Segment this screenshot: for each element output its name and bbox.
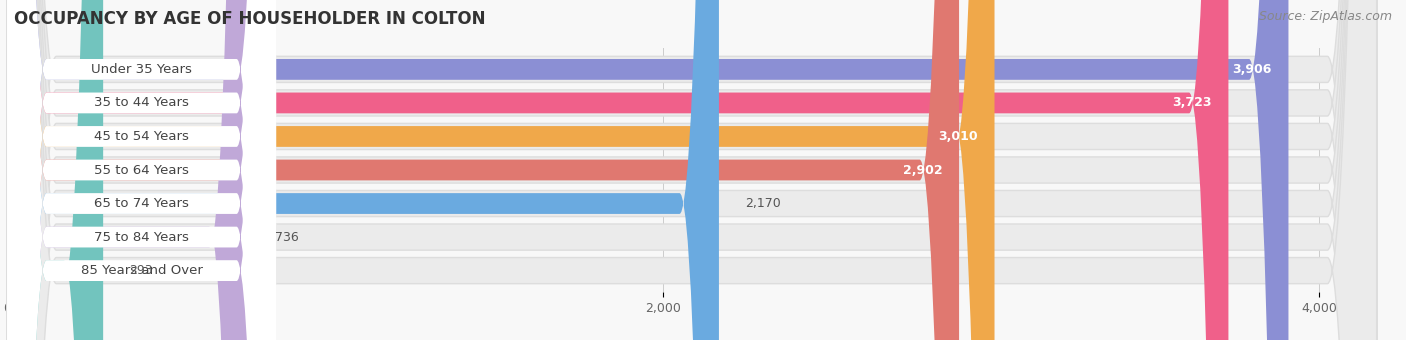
FancyBboxPatch shape (7, 0, 1376, 340)
Text: 65 to 74 Years: 65 to 74 Years (94, 197, 188, 210)
Text: 3,010: 3,010 (938, 130, 979, 143)
FancyBboxPatch shape (7, 0, 1376, 340)
FancyBboxPatch shape (7, 0, 1376, 340)
FancyBboxPatch shape (7, 0, 1376, 340)
Text: Under 35 Years: Under 35 Years (91, 63, 193, 76)
FancyBboxPatch shape (7, 0, 276, 340)
FancyBboxPatch shape (7, 0, 1288, 340)
Text: 3,723: 3,723 (1173, 97, 1212, 109)
FancyBboxPatch shape (7, 0, 276, 340)
FancyBboxPatch shape (7, 0, 1376, 340)
FancyBboxPatch shape (7, 0, 959, 340)
Text: 85 Years and Over: 85 Years and Over (80, 264, 202, 277)
Text: Source: ZipAtlas.com: Source: ZipAtlas.com (1258, 10, 1392, 23)
FancyBboxPatch shape (7, 0, 1229, 340)
Text: 35 to 44 Years: 35 to 44 Years (94, 97, 188, 109)
FancyBboxPatch shape (7, 0, 1376, 340)
Text: 45 to 54 Years: 45 to 54 Years (94, 130, 188, 143)
FancyBboxPatch shape (7, 0, 276, 340)
Text: 293: 293 (129, 264, 153, 277)
FancyBboxPatch shape (7, 0, 276, 340)
FancyBboxPatch shape (7, 0, 276, 340)
FancyBboxPatch shape (7, 0, 103, 340)
FancyBboxPatch shape (7, 0, 276, 340)
Text: OCCUPANCY BY AGE OF HOUSEHOLDER IN COLTON: OCCUPANCY BY AGE OF HOUSEHOLDER IN COLTO… (14, 10, 485, 28)
Text: 55 to 64 Years: 55 to 64 Years (94, 164, 188, 176)
FancyBboxPatch shape (7, 0, 276, 340)
FancyBboxPatch shape (7, 0, 718, 340)
Text: 75 to 84 Years: 75 to 84 Years (94, 231, 188, 243)
FancyBboxPatch shape (7, 0, 1376, 340)
FancyBboxPatch shape (7, 0, 994, 340)
Text: 2,902: 2,902 (903, 164, 942, 176)
FancyBboxPatch shape (7, 0, 249, 340)
Text: 736: 736 (274, 231, 298, 243)
Text: 3,906: 3,906 (1233, 63, 1272, 76)
Text: 2,170: 2,170 (745, 197, 780, 210)
